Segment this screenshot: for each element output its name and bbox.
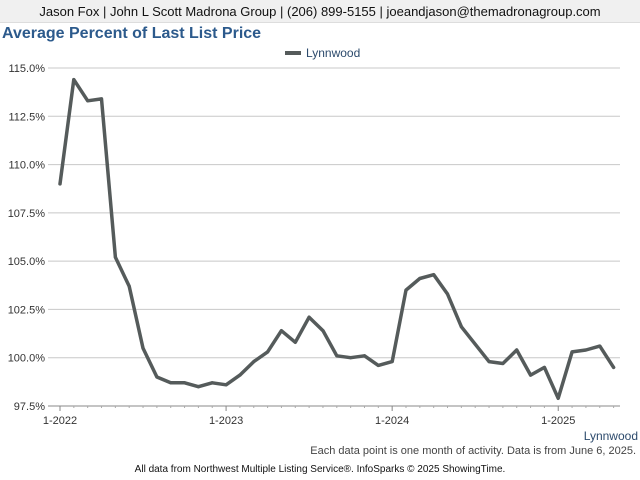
data-point xyxy=(266,350,270,354)
data-point xyxy=(196,385,200,389)
y-tick-label: 115.0% xyxy=(9,63,46,75)
y-tick-label: 110.0% xyxy=(9,160,46,172)
data-point xyxy=(307,315,311,319)
data-point xyxy=(556,396,560,400)
data-point xyxy=(113,255,117,259)
y-tick-label: 107.5% xyxy=(8,208,46,220)
data-point xyxy=(321,329,325,333)
data-point xyxy=(252,360,256,364)
data-point xyxy=(86,99,90,103)
data-point xyxy=(404,288,408,292)
x-tick-label: 1-2022 xyxy=(43,415,77,427)
data-point xyxy=(376,363,380,367)
data-point xyxy=(515,348,519,352)
data-point xyxy=(100,97,103,101)
x-tick-label: 1-2023 xyxy=(209,415,243,427)
y-tick-label: 102.5% xyxy=(8,304,46,316)
data-point xyxy=(570,350,574,354)
data-point xyxy=(542,365,546,369)
data-point xyxy=(349,356,353,360)
data-point xyxy=(127,284,131,288)
y-tick-label: 105.0% xyxy=(8,256,46,268)
data-point xyxy=(141,346,145,350)
data-point xyxy=(459,325,463,329)
data-point xyxy=(432,273,436,277)
chart-title: Average Percent of Last List Price xyxy=(2,25,262,42)
y-tick-label: 100.0% xyxy=(8,353,46,365)
data-point xyxy=(390,360,394,364)
data-point xyxy=(363,354,366,358)
data-point xyxy=(210,381,214,385)
legend-label: Lynnwood xyxy=(306,46,361,60)
source-note: All data from Northwest Multiple Listing… xyxy=(134,464,506,475)
data-point xyxy=(169,381,173,385)
x-tick-label: 1-2025 xyxy=(541,415,575,427)
data-point xyxy=(72,78,76,82)
y-tick-label: 97.5% xyxy=(14,401,45,413)
footnote: Each data point is one month of activity… xyxy=(310,445,636,457)
y-tick-label: 112.5% xyxy=(9,111,46,123)
data-point xyxy=(224,383,228,387)
contact-header: Jason Fox | John L Scott Madrona Group |… xyxy=(0,0,640,23)
x-tick-label: 1-2024 xyxy=(375,415,409,427)
series-line-lynnwood xyxy=(58,77,616,401)
data-point xyxy=(293,340,297,344)
data-point xyxy=(446,292,449,296)
data-point xyxy=(598,344,602,348)
data-point xyxy=(501,362,505,365)
data-point xyxy=(487,360,491,364)
data-point xyxy=(612,365,616,369)
data-point xyxy=(418,277,422,280)
data-point xyxy=(238,373,242,377)
data-point xyxy=(335,354,339,358)
series-end-label: Lynnwood xyxy=(584,429,638,443)
data-point xyxy=(584,348,588,352)
data-point xyxy=(155,375,159,379)
data-point xyxy=(473,342,477,346)
contact-text: Jason Fox | John L Scott Madrona Group |… xyxy=(39,3,601,19)
data-point xyxy=(58,182,62,186)
data-point xyxy=(279,329,283,333)
data-point xyxy=(529,373,533,377)
legend-swatch xyxy=(285,51,301,55)
data-point xyxy=(183,381,187,385)
legend: Lynnwood xyxy=(285,46,360,60)
